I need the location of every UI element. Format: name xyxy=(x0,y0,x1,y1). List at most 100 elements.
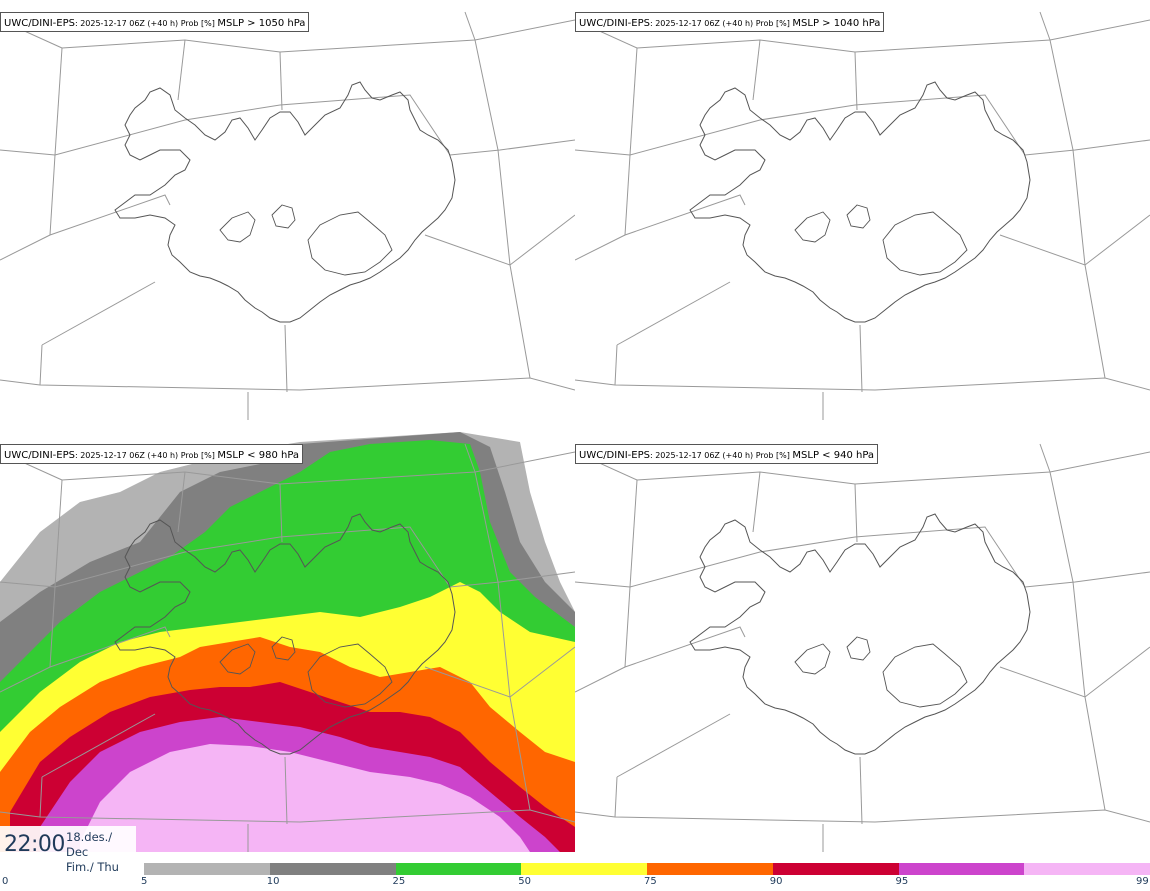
valid-date-weekday: Fim./ Thu xyxy=(66,860,119,874)
valid-time-box: 22:00 18.des./ Dec Fim./ Thu xyxy=(0,826,136,874)
legend-swatch xyxy=(1024,863,1150,875)
glacier-outline xyxy=(846,636,871,661)
panel-title: UWC/DINI-EPS: 2025-12-17 06Z (+40 h) Pro… xyxy=(0,12,310,32)
valid-date-day: 18.des./ Dec xyxy=(66,830,113,859)
graticule-line xyxy=(474,39,531,379)
glacier-outline xyxy=(271,636,296,661)
graticule-line xyxy=(999,646,1150,698)
prob-band-99-plus xyxy=(80,744,530,852)
graticule-line xyxy=(1039,11,1051,41)
graticule-line xyxy=(629,479,638,588)
graticule-line xyxy=(854,51,858,111)
iceland-outline xyxy=(114,513,456,755)
glacier-outline xyxy=(219,643,256,675)
graticule-line xyxy=(424,214,575,266)
graticule-line xyxy=(752,471,761,533)
legend-tick-label: 50 xyxy=(518,876,531,887)
graticule-line xyxy=(616,281,731,346)
graticule-line xyxy=(629,47,638,156)
graticule-line xyxy=(279,51,283,111)
lat-lon-grid xyxy=(575,11,1150,420)
graticule-line xyxy=(624,586,746,668)
legend-swatch xyxy=(395,863,522,875)
graticule-line xyxy=(177,39,186,101)
graticule-line xyxy=(54,47,63,156)
graticule-line xyxy=(41,713,156,778)
legend-tick-label: 75 xyxy=(644,876,657,887)
legend-tick-label: 90 xyxy=(769,876,783,887)
graticule-line xyxy=(0,234,51,261)
glacier-outline xyxy=(794,211,831,243)
glacier-outline xyxy=(846,204,871,229)
graticule-line xyxy=(464,443,476,473)
graticule-line xyxy=(859,756,863,825)
graticule-line xyxy=(39,344,43,386)
graticule-line xyxy=(0,377,575,391)
lat-lon-grid xyxy=(575,443,1150,852)
graticule-line xyxy=(49,586,171,668)
iceland-coastline xyxy=(114,81,456,323)
graticule-line xyxy=(54,479,63,588)
iceland-outline xyxy=(114,81,456,323)
map-panel-mslp-lt-980: UWC/DINI-EPS: 2025-12-17 06Z (+40 h) Pro… xyxy=(0,432,575,852)
glacier-outline xyxy=(271,204,296,229)
graticule-line xyxy=(999,214,1150,266)
panel-title: UWC/DINI-EPS: 2025-12-17 06Z (+40 h) Pro… xyxy=(575,444,879,464)
legend-tick-label: 99 xyxy=(1136,876,1149,887)
legend-tick-label: 25 xyxy=(392,876,406,887)
legend-swatch xyxy=(647,863,773,875)
legend-tick-label: 10 xyxy=(266,876,280,887)
glacier-outline xyxy=(219,211,256,243)
graticule-line xyxy=(474,471,531,811)
probability-legend xyxy=(144,863,1150,875)
glacier-outline xyxy=(307,211,393,276)
legend-swatch xyxy=(898,863,1025,875)
map-canvas xyxy=(575,443,1150,852)
graticule-line xyxy=(49,154,171,236)
graticule-line xyxy=(859,324,863,393)
graticule-line xyxy=(575,377,1150,391)
legend-tick-label: 95 xyxy=(895,876,909,887)
panel-title: UWC/DINI-EPS: 2025-12-17 06Z (+40 h) Pro… xyxy=(575,12,885,32)
graticule-line xyxy=(1049,471,1106,811)
map-canvas xyxy=(0,432,575,852)
legend-swatch xyxy=(772,863,899,875)
graticule-line xyxy=(752,39,761,101)
graticule-line xyxy=(0,809,575,823)
graticule-line xyxy=(575,234,626,261)
valid-time: 22:00 xyxy=(4,832,65,857)
valid-date: 18.des./ Dec Fim./ Thu xyxy=(66,830,136,875)
glacier-outline xyxy=(882,643,968,708)
glacier-outline xyxy=(307,643,393,708)
panel-title: UWC/DINI-EPS: 2025-12-17 06Z (+40 h) Pro… xyxy=(0,444,304,464)
glacier-outline xyxy=(794,643,831,675)
legend-tick-label: 0 xyxy=(2,876,9,887)
map-canvas xyxy=(575,11,1150,420)
lat-lon-grid xyxy=(0,11,575,420)
iceland-coastline xyxy=(689,81,1031,323)
iceland-coastline xyxy=(114,513,456,755)
graticule-line xyxy=(39,776,43,818)
graticule-line xyxy=(854,483,858,543)
glacier-outline xyxy=(882,211,968,276)
graticule-line xyxy=(0,666,51,693)
map-panel-mslp-gt-1040: UWC/DINI-EPS: 2025-12-17 06Z (+40 h) Pro… xyxy=(575,0,1150,420)
lat-lon-grid xyxy=(0,443,575,852)
legend-tick-label: 5 xyxy=(141,876,148,887)
legend-swatch xyxy=(269,863,396,875)
legend-swatch xyxy=(521,863,647,875)
iceland-coastline xyxy=(689,513,1031,755)
graticule-line xyxy=(614,776,618,818)
iceland-outline xyxy=(689,81,1031,323)
graticule-line xyxy=(41,281,156,346)
probability-field xyxy=(0,432,575,852)
map-canvas xyxy=(0,11,575,420)
graticule-line xyxy=(1039,443,1051,473)
graticule-line xyxy=(279,483,283,543)
legend-swatch xyxy=(144,863,270,875)
graticule-line xyxy=(575,666,626,693)
map-panel-mslp-gt-1050: UWC/DINI-EPS: 2025-12-17 06Z (+40 h) Pro… xyxy=(0,0,575,420)
graticule-line xyxy=(1049,39,1106,379)
graticule-line xyxy=(624,154,746,236)
graticule-line xyxy=(616,713,731,778)
